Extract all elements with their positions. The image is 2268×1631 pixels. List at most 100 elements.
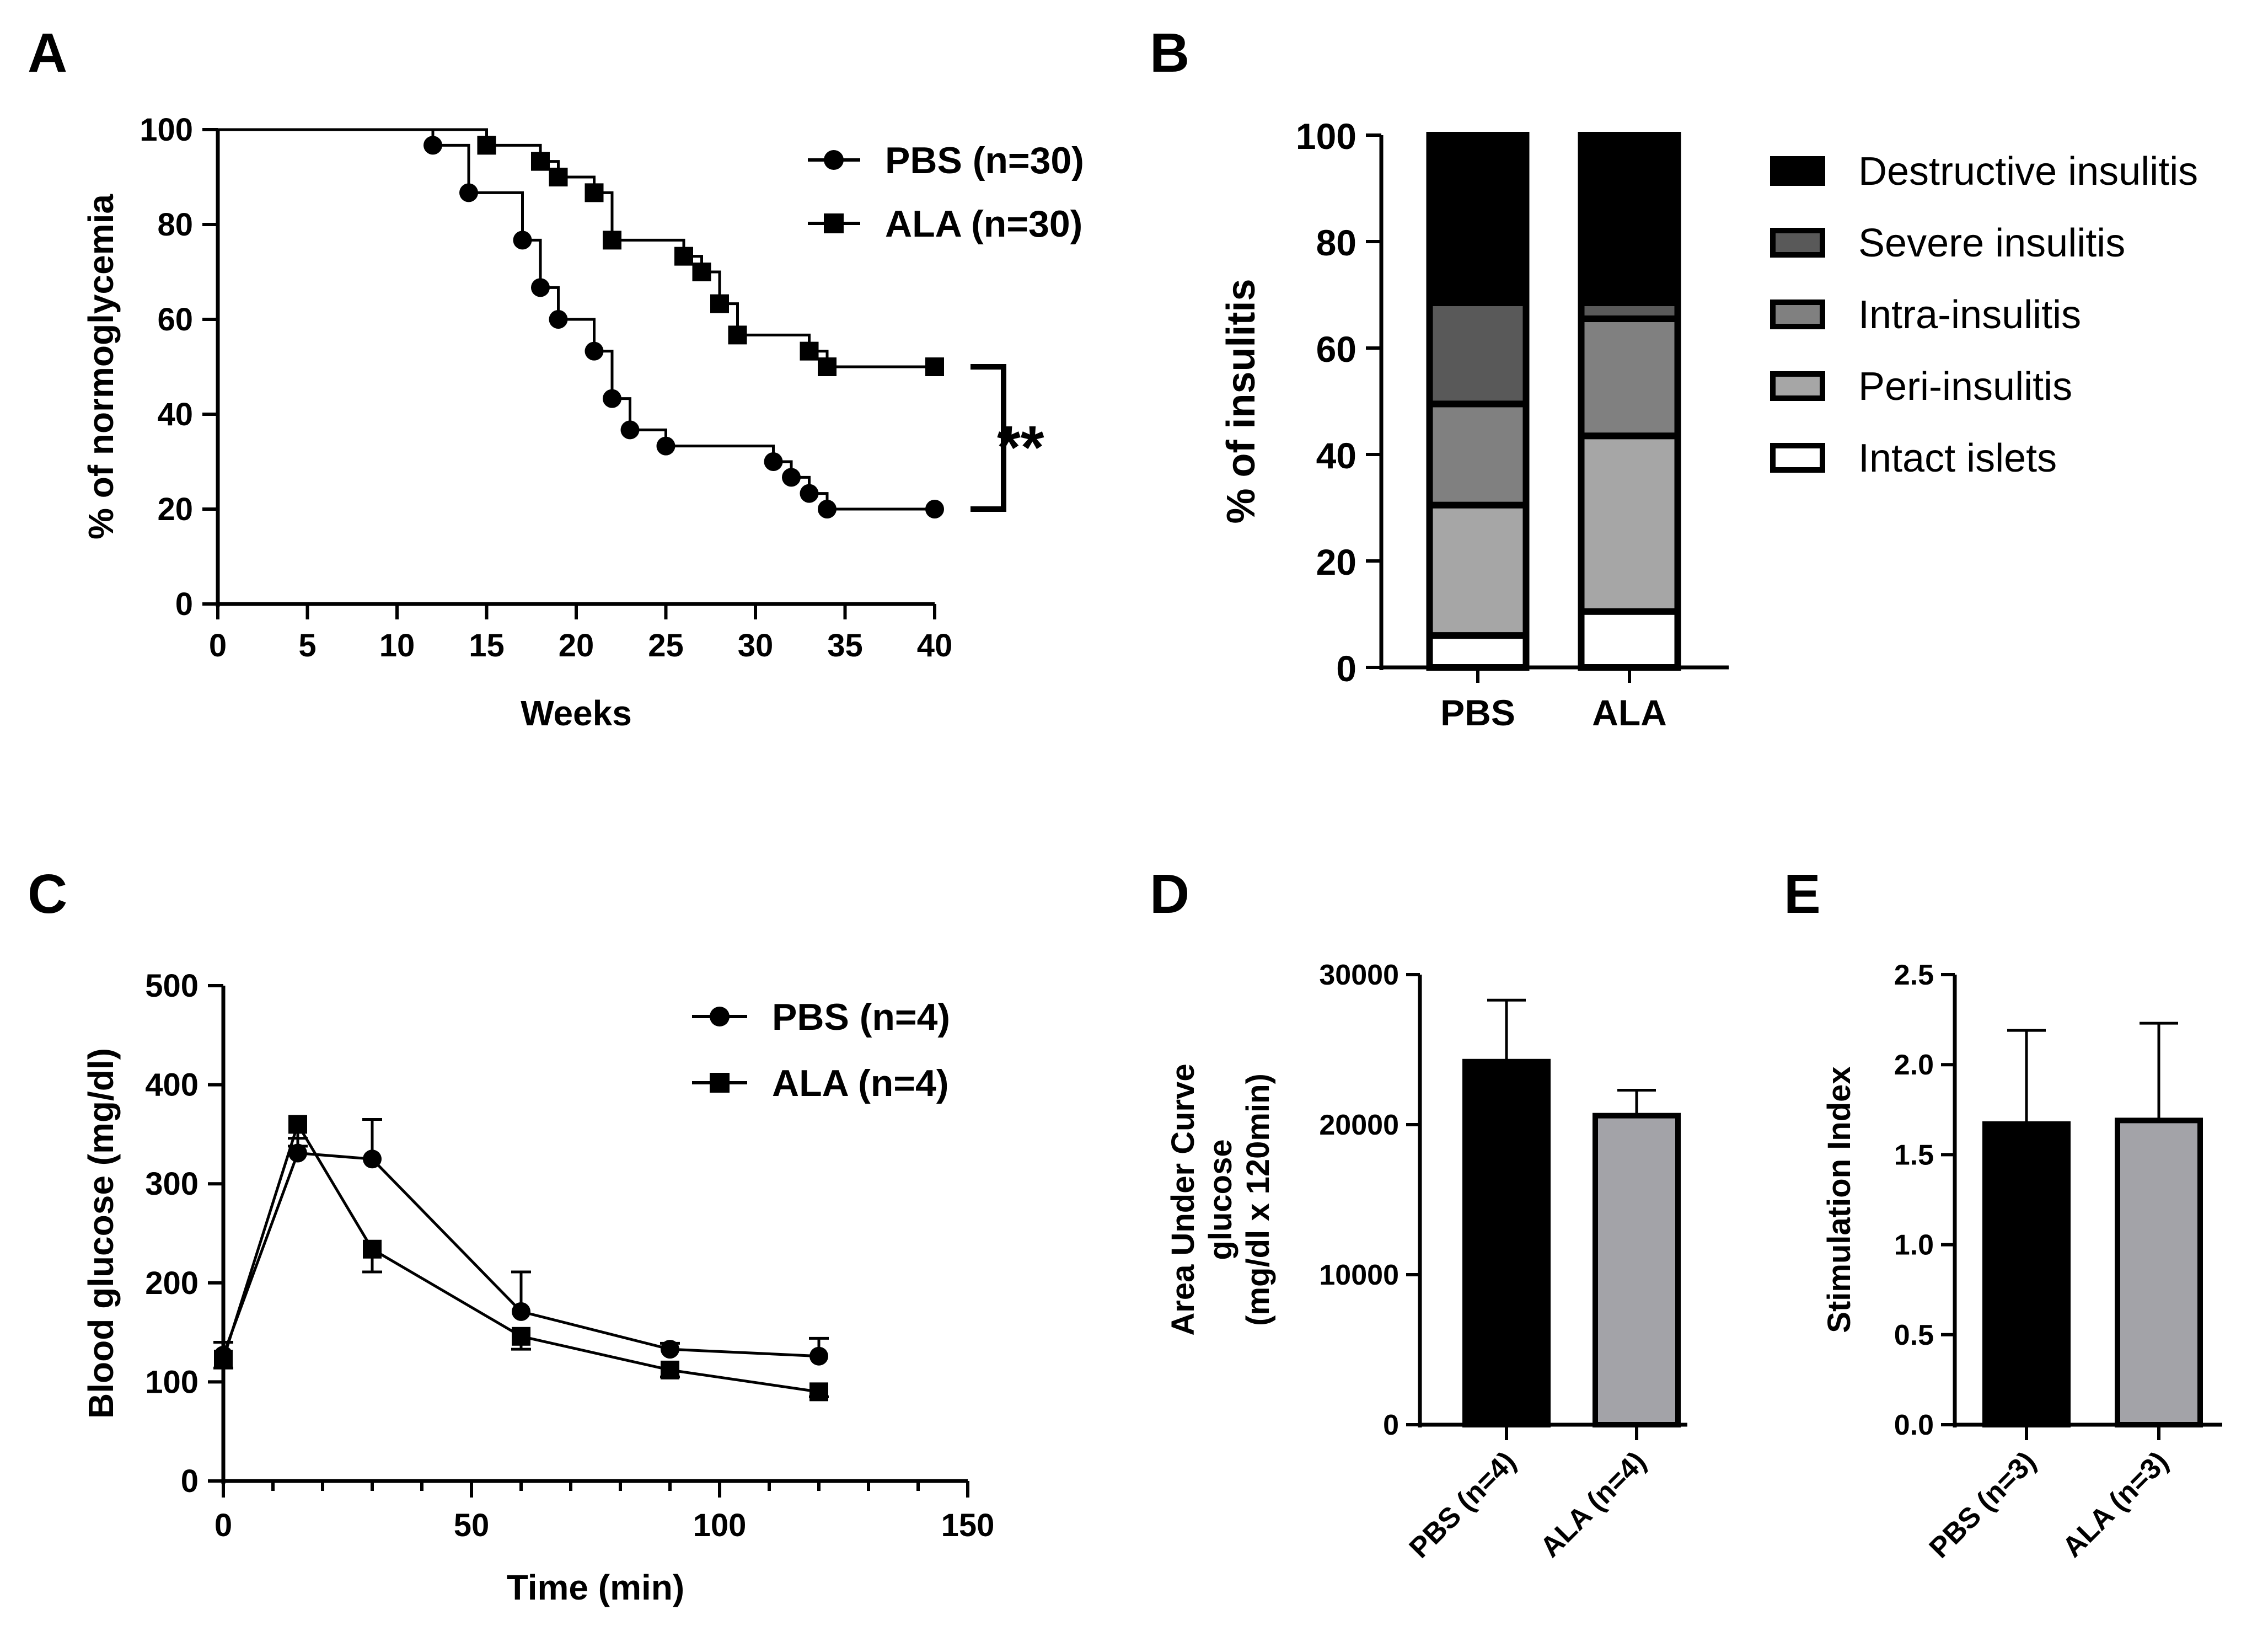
x-tick-label: 0 <box>215 1507 232 1543</box>
y-tick-label: 100 <box>140 112 193 148</box>
pbs-marker <box>809 1346 828 1366</box>
panel-a: A 0 20 40 60 80 100 0 5 10 15 20 25 30 35 40 Weeks % of n… <box>28 22 1084 733</box>
x-tick-label: PBS (n=3) <box>1923 1445 2042 1564</box>
y-axis-label: (mg/dl x 120min) <box>1240 1073 1276 1326</box>
pbs-marker <box>800 484 819 503</box>
y-tick-label: 80 <box>1316 222 1356 263</box>
y-tick-label: 400 <box>145 1067 199 1103</box>
y-tick-label: 40 <box>157 397 193 432</box>
ala-marker <box>925 357 944 376</box>
pbs-marker <box>656 436 675 456</box>
y-tick-label: 200 <box>145 1265 199 1301</box>
x-tick-label: 0 <box>209 628 227 664</box>
x-tick-label: 150 <box>941 1507 995 1543</box>
pbs-marker <box>925 500 944 518</box>
stacked-segment <box>1426 299 1530 408</box>
y-tick-label: 500 <box>145 968 199 1004</box>
x-tick-label: 20 <box>559 628 594 664</box>
pbs-marker <box>513 231 532 250</box>
significance-bracket <box>971 364 1006 512</box>
pbs-bar <box>1462 1058 1551 1427</box>
pbs-marker <box>764 452 783 471</box>
y-tick-label: 10000 <box>1319 1259 1399 1291</box>
legend-label: Peri-insulitis <box>1858 365 2072 409</box>
x-tick-label: ALA (n=4) <box>1534 1445 1652 1563</box>
x-axis-label: Time (min) <box>507 1568 684 1607</box>
pbs-marker <box>459 183 478 202</box>
panel-label: E <box>1784 863 1821 925</box>
pbs-bar <box>1982 1121 2071 1427</box>
x-tick-label: PBS <box>1440 692 1515 733</box>
y-tick-label: 60 <box>1316 329 1356 370</box>
legend-marker <box>824 213 844 233</box>
series-line <box>218 128 935 511</box>
pbs-marker <box>531 278 550 297</box>
ala-marker <box>512 1327 530 1346</box>
pbs-marker <box>603 389 621 408</box>
legend-marker <box>710 1007 730 1026</box>
y-tick-label: 2.5 <box>1894 959 1934 991</box>
y-axis-label: % of normoglycemia <box>81 194 121 539</box>
y-tick-label: 80 <box>157 207 193 243</box>
ala-marker <box>674 247 693 266</box>
legend-swatch <box>1770 228 1825 258</box>
ala-marker <box>800 341 819 361</box>
y-tick-label: 1.0 <box>1894 1229 1934 1261</box>
ala-marker <box>214 1350 233 1369</box>
y-tick-label: 0 <box>175 586 193 622</box>
ala-marker <box>710 294 729 313</box>
ala-marker <box>477 136 496 155</box>
panel-e: E 0.0 0.5 1.0 1.5 2.0 2.5 PBS (n=3) ALA (n=3) Sti… <box>1784 863 2222 1564</box>
legend-label: ALA (n=4) <box>772 1062 948 1104</box>
x-tick-label: 25 <box>648 628 684 664</box>
ala-marker <box>818 357 837 376</box>
legend-marker <box>710 1073 730 1093</box>
legend-label: Intra-insulitis <box>1858 293 2081 337</box>
pbs-marker <box>818 500 837 518</box>
y-tick-label: 100 <box>1296 116 1356 157</box>
y-tick-label: 0 <box>181 1463 199 1499</box>
ala-marker <box>288 1115 307 1134</box>
legend-label: Intact islets <box>1858 436 2057 480</box>
ala-marker <box>728 325 747 345</box>
panel-label: C <box>28 863 67 925</box>
x-tick-label: 5 <box>298 628 316 664</box>
series-line <box>222 1151 819 1358</box>
y-tick-label: 30000 <box>1319 959 1399 991</box>
panel-label: D <box>1150 863 1189 925</box>
stacked-segment <box>1426 132 1530 306</box>
legend-swatch <box>1770 300 1825 329</box>
y-axis-label: glucose <box>1203 1139 1238 1260</box>
significance-label: ** <box>997 414 1044 482</box>
pbs-marker <box>782 468 801 487</box>
legend-label: PBS (n=30) <box>885 140 1084 181</box>
pbs-marker <box>363 1149 382 1169</box>
x-tick-label: 35 <box>827 628 863 664</box>
y-tick-label: 100 <box>145 1364 199 1400</box>
legend-swatch <box>1770 371 1825 401</box>
stacked-segment <box>1426 400 1530 509</box>
stacked-segment <box>1578 132 1681 306</box>
pbs-marker <box>620 420 640 440</box>
stacked-segment <box>1578 608 1681 671</box>
y-tick-label: 2.0 <box>1894 1049 1934 1081</box>
pbs-marker <box>423 136 442 155</box>
y-tick-label: 0.5 <box>1894 1319 1934 1351</box>
y-tick-label: 20000 <box>1319 1109 1399 1141</box>
pbs-marker <box>288 1143 307 1163</box>
x-tick-label: 50 <box>454 1507 490 1543</box>
legend-label: Severe insulitis <box>1858 221 2125 265</box>
panel-d: D 0 10000 20000 30000 PBS (n=4) ALA (n=4) Area … <box>1150 863 1687 1564</box>
legend-label: ALA (n=30) <box>885 203 1082 245</box>
y-axis-label: Area Under Curve <box>1165 1063 1201 1335</box>
pbs-marker <box>661 1340 679 1359</box>
x-tick-label: 10 <box>379 628 415 664</box>
pbs-marker <box>549 310 568 329</box>
x-axis-label: Weeks <box>521 693 632 733</box>
pbs-marker <box>585 341 604 361</box>
x-tick-label: 15 <box>469 628 505 664</box>
y-tick-label: 0 <box>1336 648 1356 689</box>
ala-bar <box>2115 1117 2203 1428</box>
ala-marker <box>809 1382 828 1402</box>
